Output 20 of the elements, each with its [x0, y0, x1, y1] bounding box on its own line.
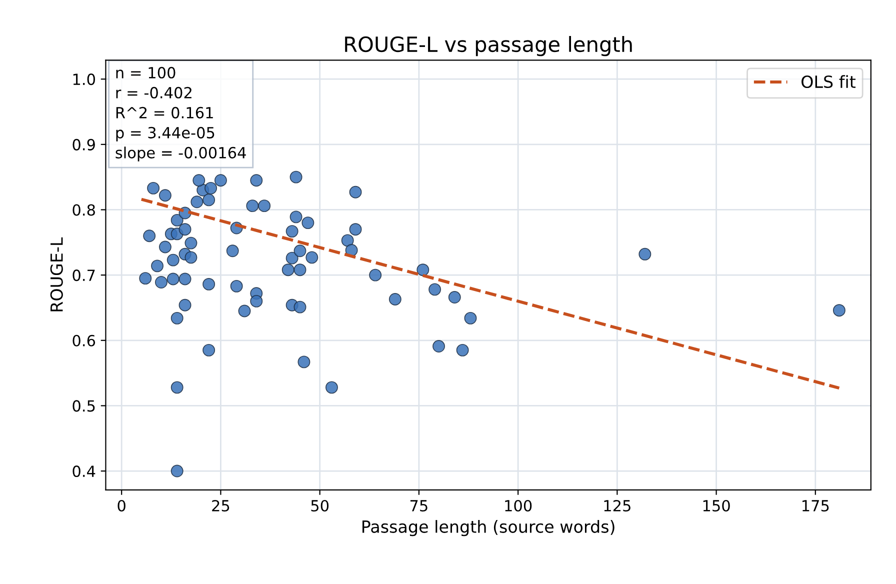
x-tick-label: 175: [802, 500, 829, 512]
x-tick-label: 150: [703, 500, 730, 512]
legend-label: OLS fit: [802, 75, 856, 88]
y-tick-label: 0.6: [72, 334, 96, 346]
y-tick-label: 0.7: [72, 270, 95, 282]
y-tick-label: 0.8: [72, 204, 95, 216]
y-axis-title: ROUGE-L: [50, 237, 63, 312]
x-tick-label: 25: [212, 500, 230, 512]
x-tick-label: 0: [118, 500, 126, 512]
x-tick-label: 50: [311, 500, 329, 512]
x-tick-label: 75: [410, 500, 428, 512]
y-tick-label: 0.5: [72, 400, 95, 412]
y-tick-label: 0.4: [72, 466, 96, 478]
x-tick-label: 125: [604, 500, 630, 512]
y-tick-label: 0.9: [72, 138, 95, 150]
y-tick-label: 1.0: [73, 74, 95, 86]
x-axis-title: Passage length (source words): [362, 520, 614, 536]
x-tick-label: 100: [505, 500, 532, 512]
annotation: n = 100 r = -0.402 R^2 = 0.161 p = 3.44e-05 slope = -0.00164: [116, 66, 246, 162]
chart-title: ROUGE-L vs passage length: [345, 36, 632, 56]
